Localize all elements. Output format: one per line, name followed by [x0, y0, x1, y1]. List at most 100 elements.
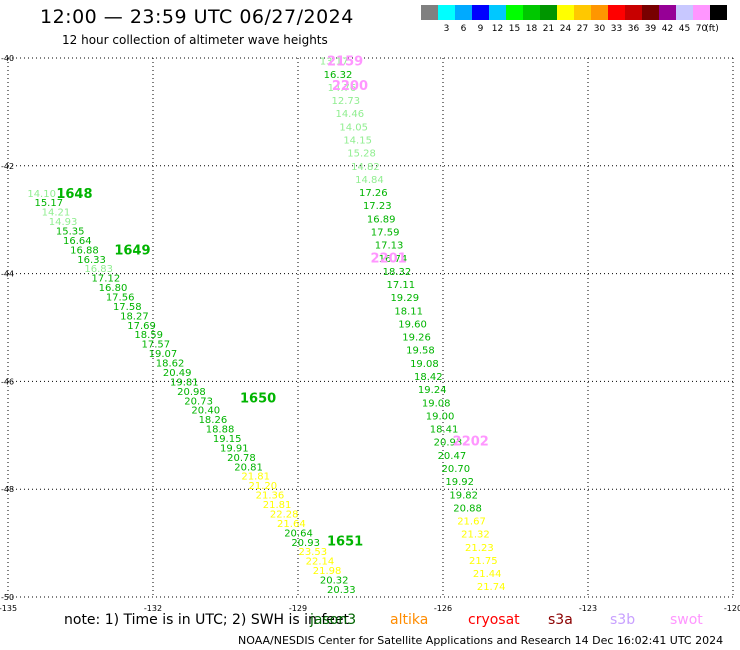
y-tick-label: -50	[1, 593, 14, 602]
x-tick-label: -126	[434, 604, 452, 613]
swh-value: 12.73	[332, 96, 361, 107]
mission-cryosat: cryosat	[468, 612, 520, 628]
mission-legend: jason3 altika cryosat s3a s3b swot	[310, 612, 730, 632]
swh-value: 19.08	[422, 398, 451, 409]
legend-label: 39	[645, 24, 657, 34]
legend-swatch	[659, 5, 676, 20]
legend-unit: (ft)	[705, 24, 719, 34]
swh-value: 21.74	[477, 582, 506, 593]
swh-value: 20.98	[177, 387, 206, 398]
mission-altika: altika	[390, 612, 429, 628]
legend-label: 24	[560, 24, 572, 34]
swh-value: 15.17	[34, 198, 63, 209]
swh-value: 16.88	[70, 245, 99, 256]
legend-swatch	[472, 5, 489, 20]
swh-value: 21.67	[457, 517, 486, 528]
x-tick-label: -120	[724, 604, 740, 613]
swh-value: 17.13	[375, 241, 404, 252]
swh-value: 17.12	[92, 274, 121, 285]
swh-value: 19.24	[418, 385, 447, 396]
time-label: 2201	[371, 251, 407, 266]
swh-value: 19.08	[410, 359, 439, 370]
mission-s3a: s3a	[548, 612, 573, 628]
swh-value: 14.76	[328, 83, 357, 94]
y-tick-label: -44	[1, 270, 14, 279]
swh-value: 20.64	[284, 528, 313, 539]
legend-swatch	[557, 5, 574, 20]
swh-value: 21.36	[256, 491, 285, 502]
x-tick-label: -132	[144, 604, 162, 613]
legend-label: 6	[461, 24, 467, 34]
swh-value: 19.07	[149, 349, 178, 360]
color-legend: 3 6 9 12 15 18 21 24 27 30 33 36 39 42 45 70 (ft)	[421, 5, 731, 41]
legend-swatch	[710, 5, 727, 20]
legend-label: 18	[526, 24, 538, 34]
swh-value: 19.15	[213, 434, 242, 445]
time-label: 2202	[453, 435, 489, 450]
y-tick-label: -42	[1, 162, 14, 171]
grid-lines	[7, 57, 734, 598]
swh-value: 19.91	[220, 443, 249, 454]
swh-value: 14.84	[355, 175, 384, 186]
swh-value: 17.23	[363, 201, 392, 212]
legend-label: 9	[478, 24, 484, 34]
swh-value: 18.62	[156, 359, 185, 370]
y-tick-label: -40	[1, 54, 14, 63]
swh-value: 17.58	[113, 302, 142, 313]
swh-value: 19.81	[170, 377, 199, 388]
data-points: 14.1015.1714.2114.9315.3516.6416.8816.33…	[27, 57, 505, 596]
footer-credit: NOAA/NESDIS Center for Satellite Applica…	[238, 634, 724, 647]
swh-value: 21.75	[469, 556, 498, 567]
swh-value: 21.81	[263, 500, 292, 511]
swh-value: 16.32	[324, 70, 353, 81]
x-tick-label: -129	[289, 604, 307, 613]
y-tick-label: -48	[1, 485, 14, 494]
legend-label: 21	[543, 24, 554, 34]
legend-swatch	[591, 5, 608, 20]
swh-value: 20.88	[453, 503, 482, 514]
legend-swatch	[676, 5, 693, 20]
swh-value: 18.32	[383, 267, 412, 278]
swh-value: 21.98	[313, 566, 342, 577]
legend-swatch	[523, 5, 540, 20]
chart-title: 12:00 — 23:59 UTC 06/27/2024	[40, 6, 354, 28]
swh-value: 14.82	[351, 162, 380, 173]
legend-swatch	[489, 5, 506, 20]
legend-label: 45	[679, 24, 690, 34]
swh-value: 20.32	[320, 575, 349, 586]
legend-label: 30	[594, 24, 606, 34]
swh-value: 13.17	[320, 57, 349, 68]
swh-value: 20.49	[163, 368, 192, 379]
swh-value: 19.29	[390, 293, 419, 304]
swh-value: 19.58	[406, 346, 435, 357]
mission-jason3: jason3	[310, 612, 357, 628]
legend-label: 12	[492, 24, 503, 34]
swh-value: 16.80	[99, 283, 128, 294]
mission-s3b: s3b	[610, 612, 636, 628]
time-labels: 1648 1649 1650 1651 2159 2200 2201 2202	[56, 55, 489, 550]
time-label: 1651	[327, 534, 363, 549]
legend-label: 3	[444, 24, 450, 34]
swh-value: 14.93	[49, 217, 78, 228]
swh-value: 14.05	[339, 122, 368, 133]
swh-value: 14.21	[42, 208, 71, 219]
swh-value: 18.26	[199, 415, 228, 426]
swh-value: 18.42	[414, 372, 443, 383]
time-label: 2200	[332, 79, 368, 94]
swh-value: 18.27	[120, 311, 149, 322]
swh-value: 21.20	[249, 481, 278, 492]
swh-value: 20.93	[291, 538, 320, 549]
legend-swatch	[455, 5, 472, 20]
swh-value: 18.11	[394, 306, 423, 317]
swh-value: 20.93	[434, 438, 463, 449]
legend-swatch	[540, 5, 557, 20]
legend-swatch	[506, 5, 523, 20]
chart-subtitle: 12 hour collection of altimeter wave hei…	[62, 33, 328, 47]
time-label: 2159	[327, 55, 363, 70]
legend-label: 15	[509, 24, 520, 34]
swh-value: 14.10	[27, 189, 56, 200]
swh-value: 20.78	[227, 453, 256, 464]
swh-value: 15.28	[347, 149, 376, 160]
swh-value: 17.26	[359, 188, 388, 199]
